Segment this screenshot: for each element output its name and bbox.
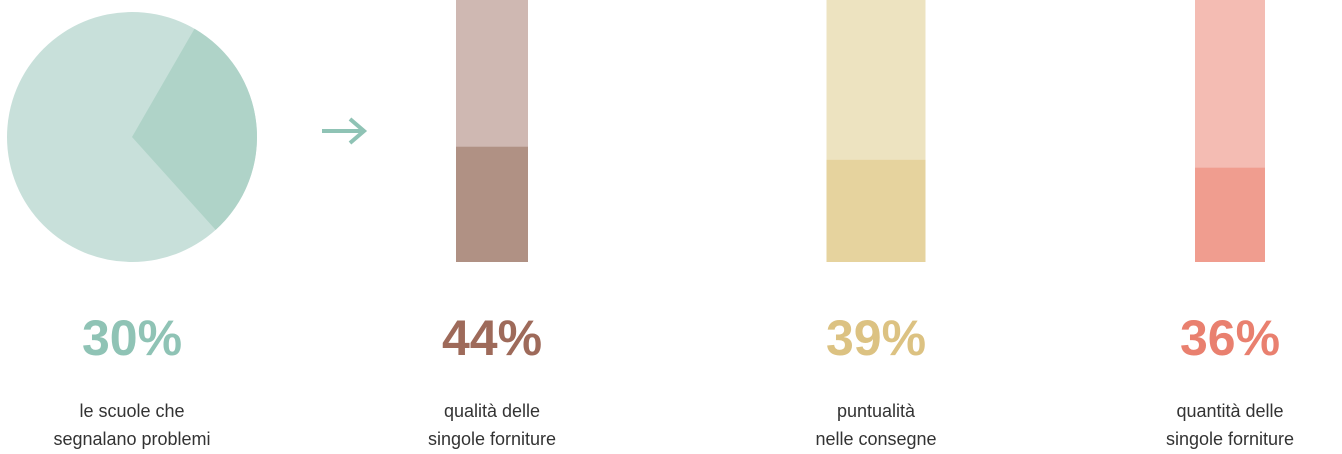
caption: singole forniture [1166,429,1294,449]
caption: le scuole che [79,401,184,421]
caption: segnalano problemi [53,429,210,449]
caption: nelle consegne [815,429,936,449]
bar [456,146,528,262]
caption: puntualità [837,401,916,421]
caption: qualità delle [444,401,540,421]
bar [1195,167,1265,262]
percent-label: 39% [826,310,926,366]
percent-label: 30% [82,310,182,366]
arrow [322,117,368,145]
caption: singole forniture [428,429,556,449]
bar [826,159,926,262]
percent-label: 36% [1180,310,1280,366]
percent-label: 44% [442,310,542,366]
caption: quantità delle [1176,401,1283,421]
pie-slice [132,28,257,230]
